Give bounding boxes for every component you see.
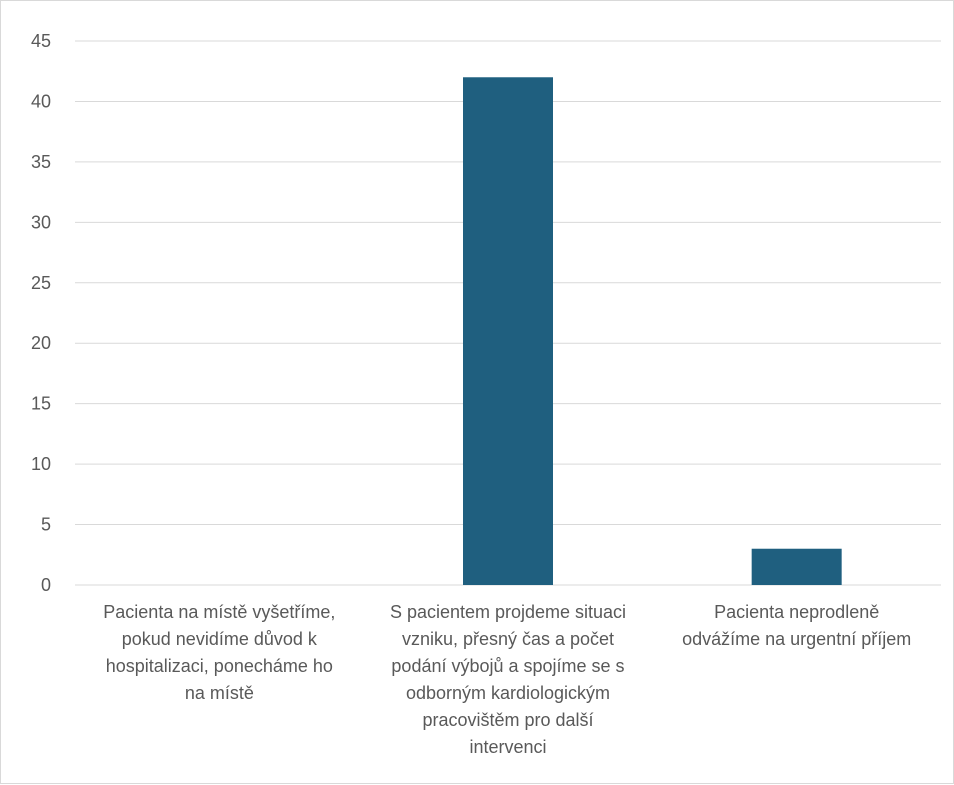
y-tick-label-25: 25 — [31, 273, 51, 293]
y-tick-label-20: 20 — [31, 333, 51, 353]
y-tick-label-30: 30 — [31, 212, 51, 232]
bar-2 — [463, 77, 553, 586]
y-tick-label-5: 5 — [41, 515, 51, 535]
x-category-label-line: Pacienta neprodleně — [714, 602, 879, 622]
x-category-label-1: Pacienta na místě vyšetříme, pokud nevidí… — [103, 602, 335, 703]
y-tick-label-35: 35 — [31, 152, 51, 172]
x-category-label-3: Pacienta neprodleně odvážíme na urgentní … — [682, 602, 911, 649]
y-tick-label-10: 10 — [31, 454, 51, 474]
x-category-label-line: pracovištěm pro další — [422, 710, 593, 730]
y-tick-label-40: 40 — [31, 91, 51, 111]
x-category-label-line: odborným kardiologickým — [406, 683, 610, 703]
bar-3 — [751, 548, 842, 585]
y-tick-label-15: 15 — [31, 394, 51, 414]
x-category-label-line: hospitalizaci, ponecháme ho — [106, 656, 333, 676]
x-category-label-2: S pacientem projdeme situaci vzniku, přes… — [390, 602, 626, 757]
y-axis-tick-labels: 0 5 10 15 20 25 30 35 40 45 — [31, 31, 51, 595]
x-category-label-line: vzniku, přesný čas a počet — [402, 629, 614, 649]
x-category-label-line: Pacienta na místě vyšetříme, — [103, 602, 335, 622]
bars — [463, 77, 842, 586]
x-category-label-line: pokud nevidíme důvod k — [122, 629, 318, 649]
y-tick-label-45: 45 — [31, 31, 51, 51]
x-category-label-line: intervenci — [469, 737, 546, 757]
y-tick-label-0: 0 — [41, 575, 51, 595]
x-axis-category-labels: Pacienta na místě vyšetříme, pokud nevidí… — [103, 602, 911, 757]
x-category-label-line: odvážíme na urgentní příjem — [682, 629, 911, 649]
x-category-label-line: S pacientem projdeme situaci — [390, 602, 626, 622]
x-category-label-line: podání výbojů a spojíme se s — [391, 656, 624, 676]
x-category-label-line: na místě — [185, 683, 254, 703]
